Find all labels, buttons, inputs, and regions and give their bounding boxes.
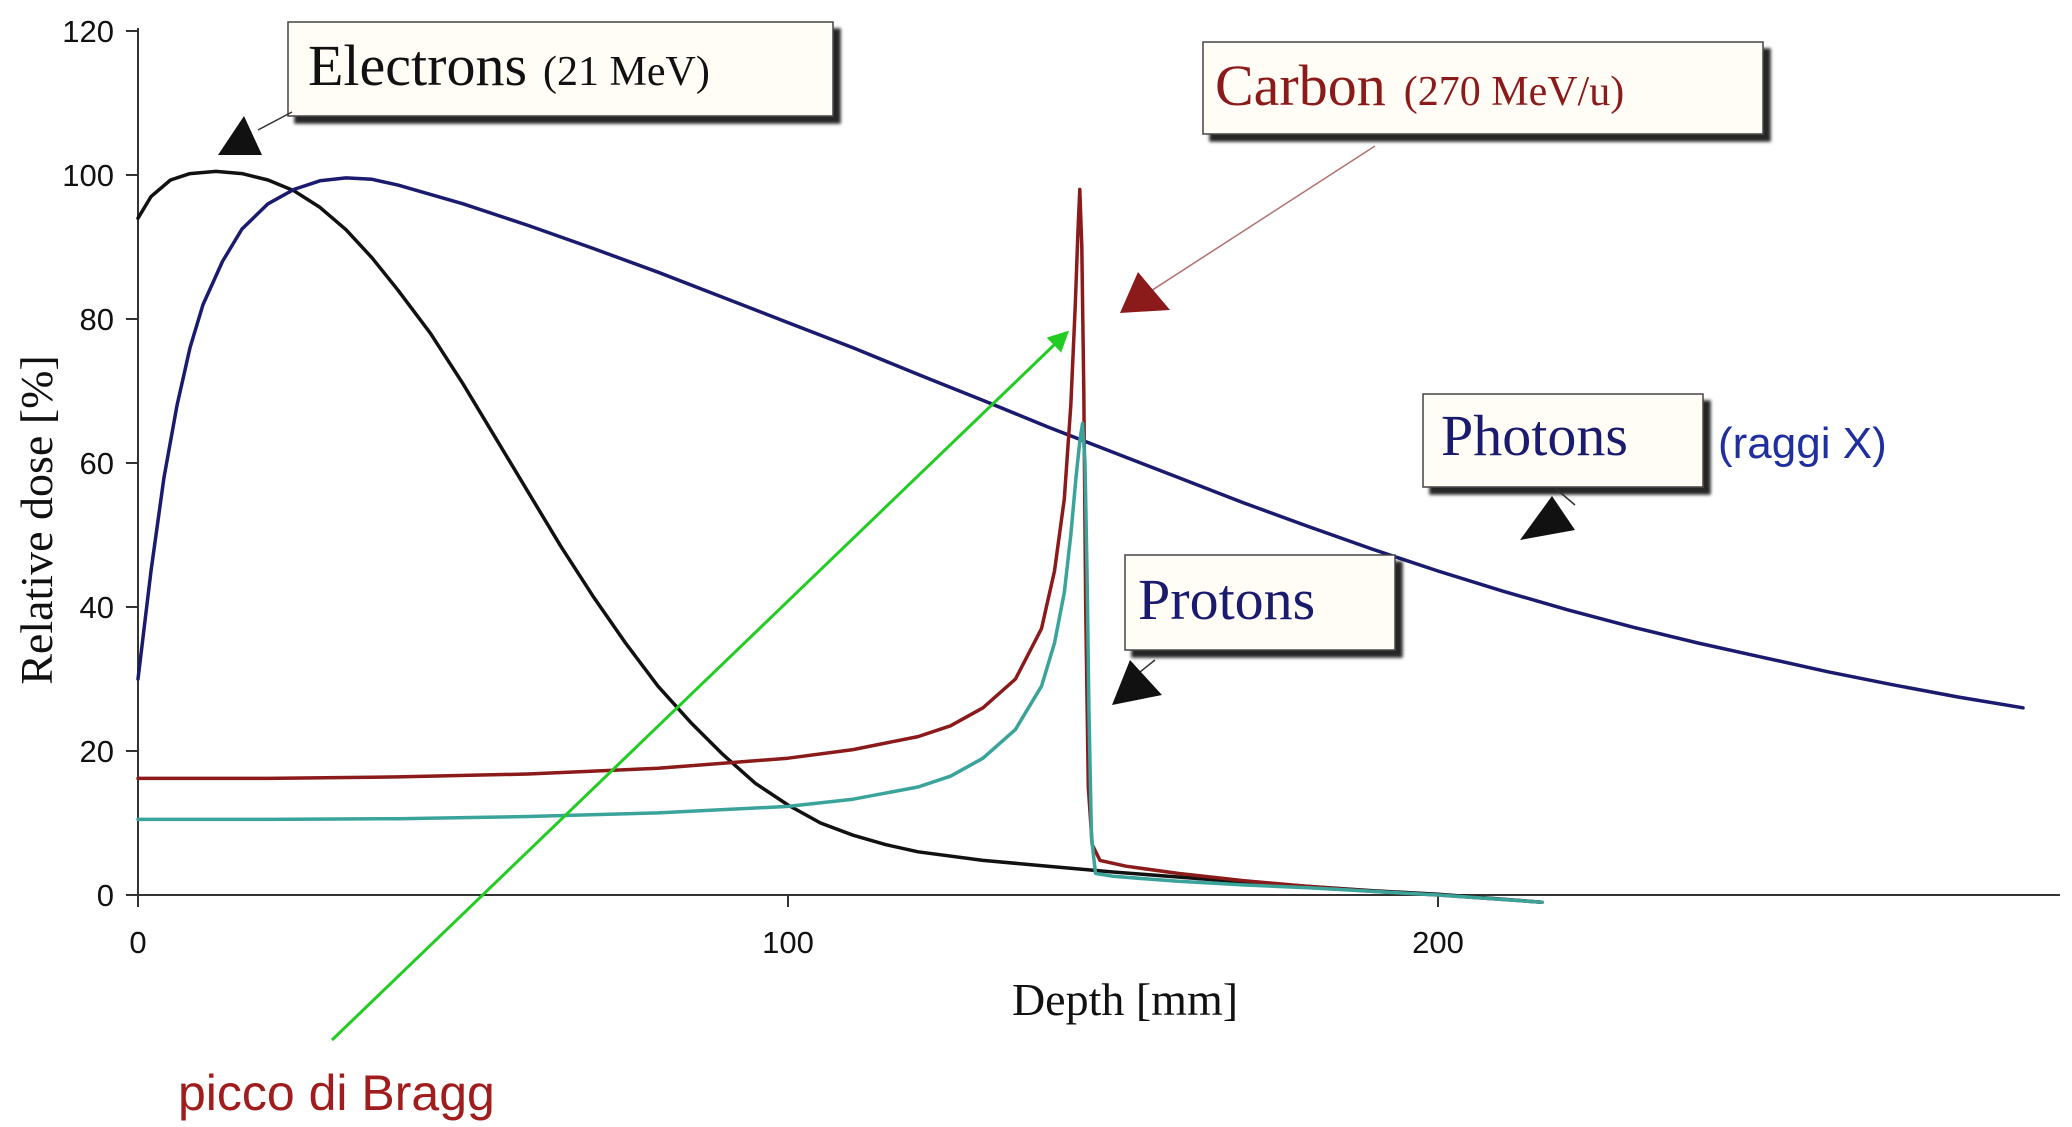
series-line-photons — [136, 176, 2025, 710]
svg-text:Electrons (21 MeV): Electrons (21 MeV) — [308, 33, 710, 98]
series-line-protons — [136, 421, 1544, 904]
x-ticks: 0 100 200 — [129, 895, 1464, 960]
protons-label-box — [1124, 554, 1396, 651]
electrons-label: Electrons (21 MeV) — [218, 21, 834, 155]
x-tick-label: 100 — [762, 925, 814, 960]
bragg-peak-annotation: picco di Bragg — [178, 330, 1070, 1121]
photons-note-text: (raggi X) — [1718, 419, 1887, 468]
y-tick-label: 20 — [80, 734, 114, 769]
y-axis-label: Relative dose [%] — [11, 355, 62, 685]
carbon-label-box — [1202, 41, 1764, 135]
x-tick-label: 200 — [1412, 925, 1464, 960]
photons-label-text: Photons — [1441, 403, 1628, 468]
svg-text:Carbon (270 MeV/u): Carbon (270 MeV/u) — [1215, 53, 1624, 118]
y-ticks: 0 20 40 60 80 100 120 — [62, 14, 138, 913]
protons-pointer — [1139, 659, 1156, 673]
series-layer — [136, 169, 2025, 904]
carbon-label-text: Carbon — [1215, 53, 1386, 118]
photons-label: Photons (raggi X) — [1422, 393, 1887, 540]
protons-label-text: Protons — [1138, 567, 1315, 632]
y-tick-label: 60 — [80, 446, 114, 481]
carbon-label: Carbon (270 MeV/u) — [1120, 41, 1764, 313]
y-tick-label: 40 — [80, 590, 114, 625]
electrons-label-box — [287, 21, 834, 117]
protons-label: Protons — [1112, 554, 1396, 705]
bragg-peak-label: picco di Bragg — [178, 1065, 495, 1121]
y-tick-label: 0 — [97, 878, 114, 913]
protons-arrowhead — [1112, 660, 1162, 705]
bragg-arrow — [330, 330, 1070, 1042]
x-axis-label: Depth [mm] — [1012, 974, 1238, 1025]
carbon-energy-text: (270 MeV/u) — [1404, 69, 1624, 115]
carbon-arrowhead — [1120, 272, 1170, 313]
photons-label-box — [1422, 393, 1704, 488]
electrons-pointer — [257, 111, 293, 131]
series-line-electrons — [136, 169, 1544, 904]
y-tick-label: 100 — [62, 158, 114, 193]
electrons-arrowhead — [218, 116, 262, 155]
y-tick-label: 80 — [80, 302, 114, 337]
photons-arrowhead — [1520, 496, 1575, 540]
electrons-energy-text: (21 MeV) — [543, 49, 710, 95]
carbon-pointer — [1139, 145, 1376, 299]
photons-pointer — [1554, 487, 1576, 506]
series-line-carbon — [136, 187, 1544, 904]
x-tick-label: 0 — [129, 925, 146, 960]
electrons-label-text: Electrons — [308, 33, 527, 98]
y-tick-label: 120 — [62, 14, 114, 49]
